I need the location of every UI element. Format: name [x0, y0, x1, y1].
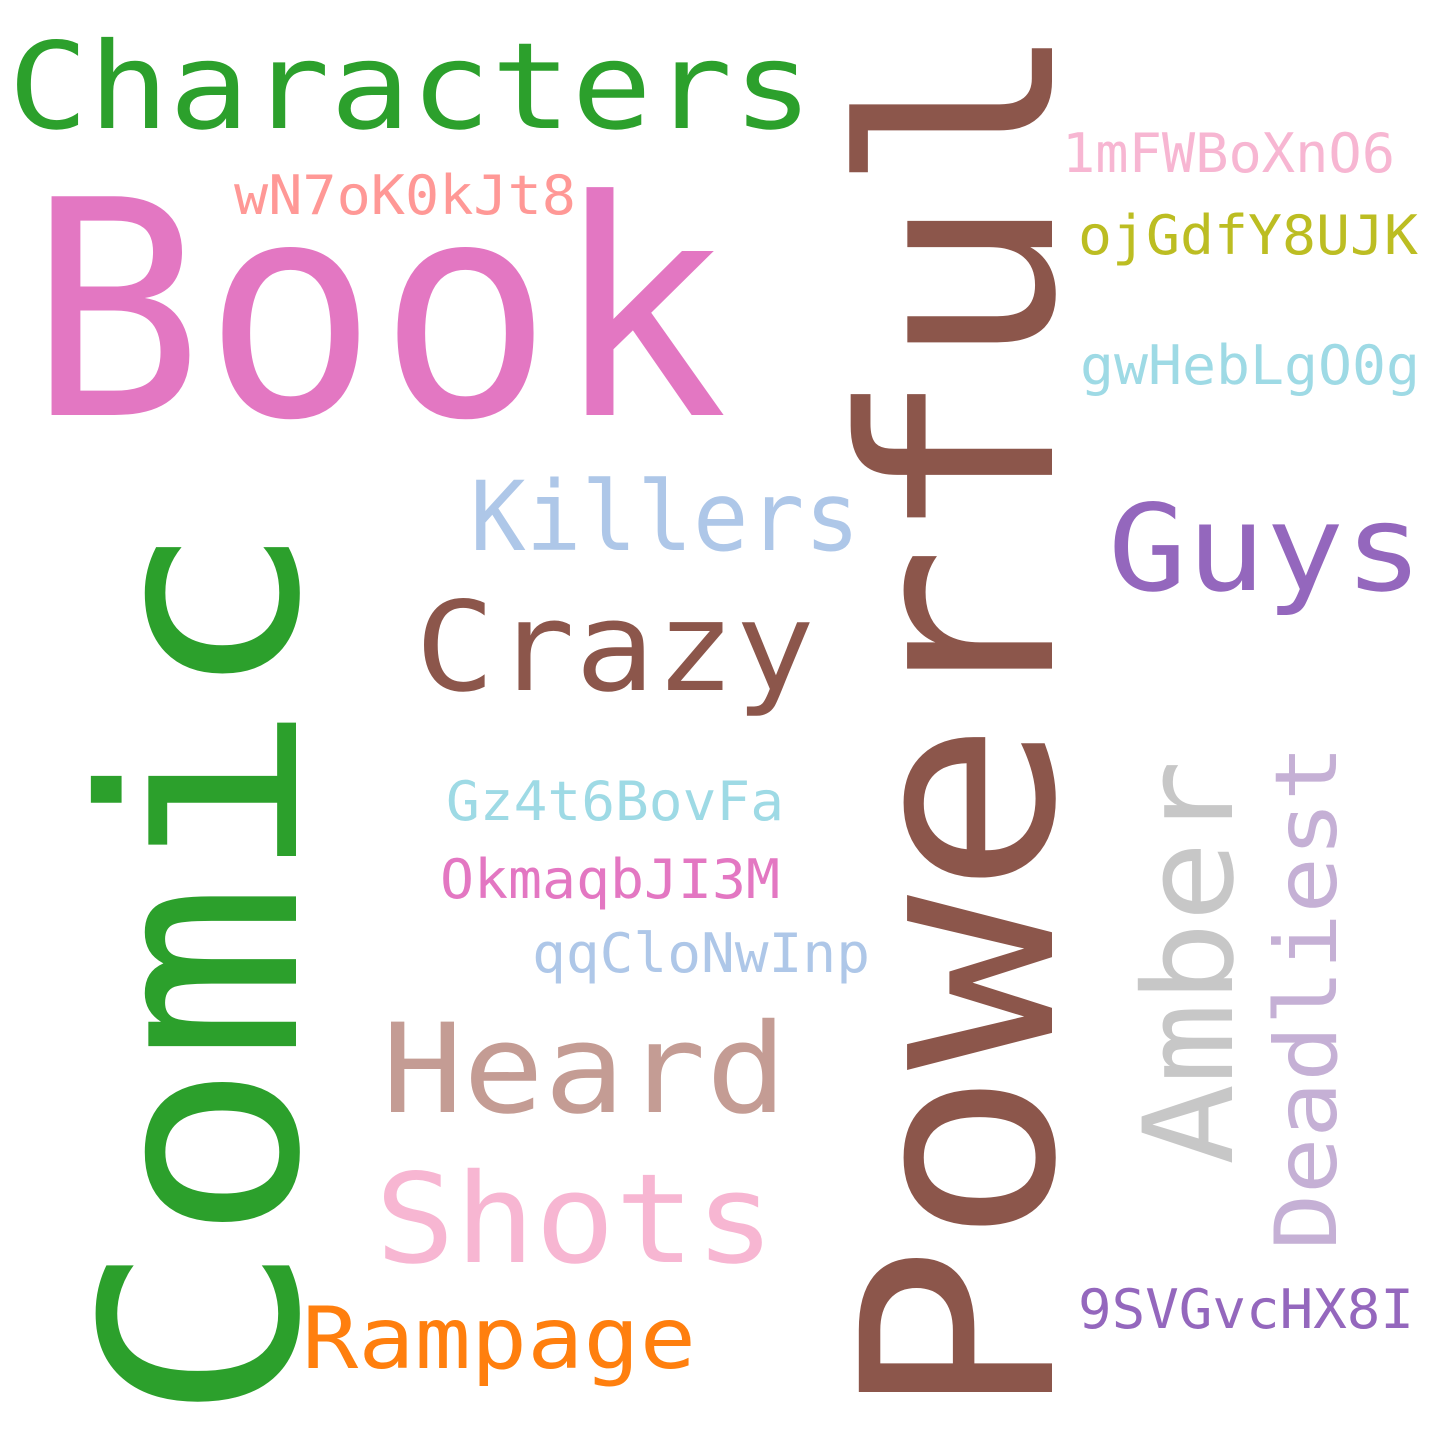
word-qqclonwinp: qqCloNwInp	[532, 922, 870, 985]
word-characters: Characters	[8, 18, 813, 157]
word-gwheblgo0g: gwHebLgO0g	[1080, 334, 1420, 397]
word-book: Book	[28, 137, 728, 486]
word-crazy: Crazy	[415, 576, 815, 720]
word-deadliest: Deadliest	[1257, 745, 1357, 1250]
word-amber: Amber	[1118, 760, 1262, 1165]
word-heard: Heard	[382, 998, 787, 1142]
word-rampage: Rampage	[302, 1289, 696, 1389]
word-wn7ok0kjt8: wN7oK0kJt8	[234, 164, 576, 227]
word-okmaqbji3m: OkmaqbJI3M	[440, 848, 780, 911]
word-ojgdfy8ujk: ojGdfY8UJK	[1078, 204, 1419, 267]
word-1mfwboxno6: 1mFWBoXnO6	[1062, 122, 1395, 185]
word-powerful: Powerful	[807, 20, 1115, 1420]
word-guys: Guys	[1108, 480, 1423, 619]
word-9svgvchx8i: 9SVGvcHX8I	[1078, 1278, 1414, 1341]
word-comic: Comic	[45, 522, 360, 1422]
word-killers: Killers	[470, 461, 860, 573]
word-gz4t6bovfa: Gz4t6BovFa	[446, 770, 784, 833]
word-shots: Shots	[375, 1148, 775, 1292]
